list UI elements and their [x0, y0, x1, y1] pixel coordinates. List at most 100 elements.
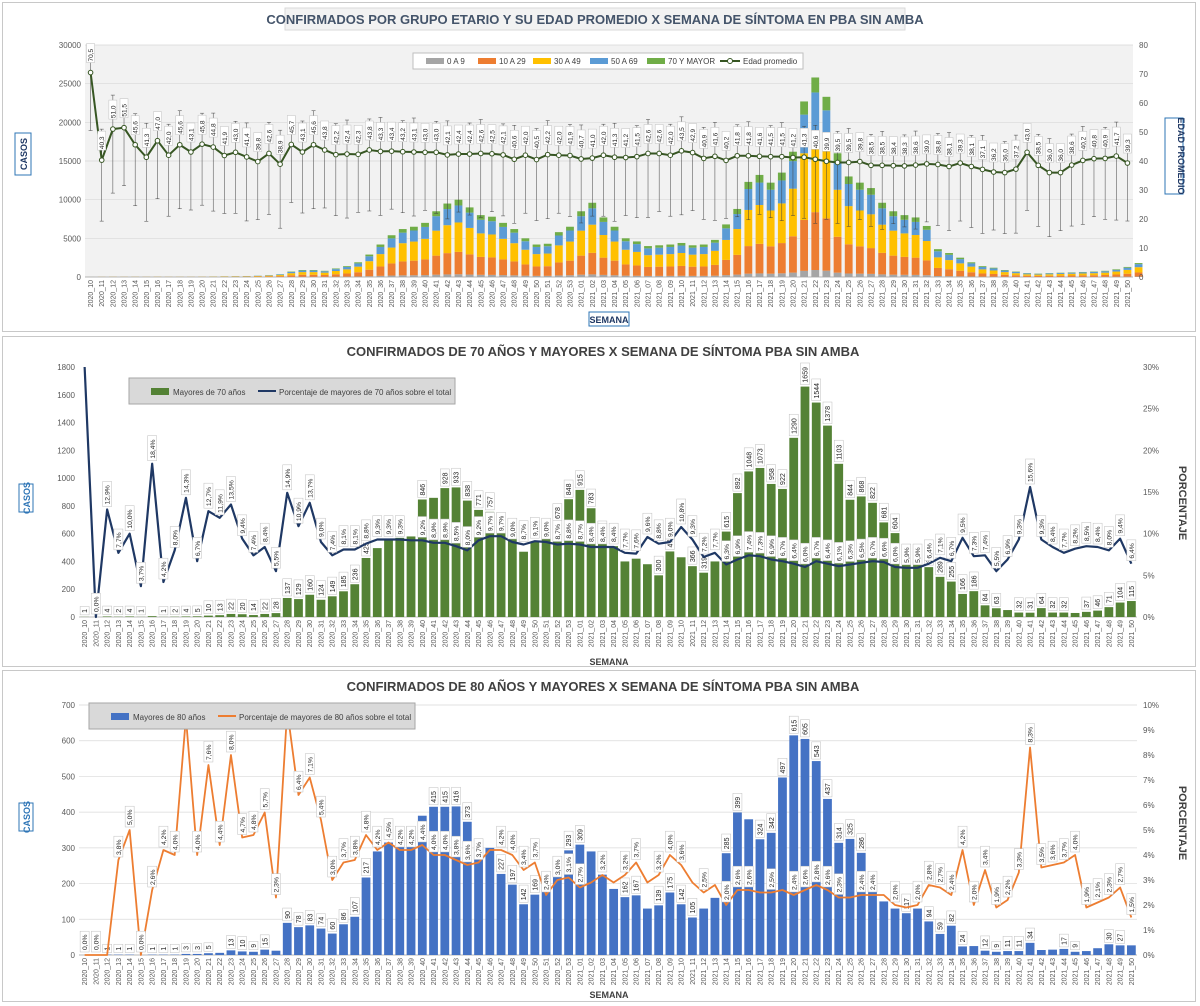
- x-tick-label: 2021_32: [926, 958, 933, 985]
- bar-value-label: 186: [971, 575, 978, 587]
- mean-age-point: [791, 155, 796, 160]
- y-tick-label: 700: [62, 701, 76, 710]
- mean-age-label: 42,0: [668, 131, 675, 144]
- stacked-bar-segment: [1001, 272, 1009, 275]
- percentage-label: 6,9%: [1005, 539, 1012, 555]
- x-tick-label: 2021_03: [601, 280, 608, 307]
- x-tick-label: 2021_08: [656, 620, 663, 647]
- x-tick-label: 2021_34: [949, 620, 956, 647]
- stacked-bar-segment: [510, 233, 518, 244]
- stacked-bar-segment: [332, 271, 340, 274]
- x-tick-label: 2021_04: [611, 620, 618, 647]
- x-tick-label: 2020_27: [273, 620, 280, 647]
- mean-age-label: 43,1: [188, 128, 195, 141]
- stacked-bar-segment: [310, 272, 318, 275]
- y-tick-label: 1000: [57, 474, 75, 483]
- percentage-label: 9,3%: [397, 519, 404, 535]
- bar: [474, 844, 483, 955]
- bar-value-label: 14: [251, 603, 258, 611]
- percentage-label: 8,1%: [352, 529, 359, 545]
- stacked-bar-segment: [834, 237, 842, 273]
- bar-value-label: 30: [1106, 932, 1113, 940]
- percentage-label: 6,0%: [893, 547, 900, 563]
- x-tick-label: 2020_16: [155, 280, 162, 307]
- x-tick-label: 2020_25: [251, 620, 258, 647]
- y-tick-label: 20000: [59, 118, 82, 127]
- stacked-bar-segment: [689, 255, 697, 267]
- x-tick-label: 2021_23: [825, 620, 832, 647]
- bar-value-label: 366: [690, 550, 697, 562]
- x-tick-label: 2020_25: [251, 958, 258, 985]
- x-tick-label: 2020_27: [273, 958, 280, 985]
- percentage-label: 0,0%: [82, 935, 89, 951]
- bar: [283, 923, 292, 955]
- x-tick-label: 2020_16: [150, 958, 157, 985]
- over-80-chart: CONFIRMADOS DE 80 AÑOS Y MAYORES X SEMAN…: [3, 671, 1195, 1001]
- bar-value-label: 325: [848, 823, 855, 835]
- x-tick-label: 2021_22: [814, 958, 821, 985]
- mean-age-label: 41,6: [757, 132, 764, 145]
- percentage-label: 3,7%: [139, 566, 146, 582]
- mean-age-point: [445, 153, 450, 158]
- x-tick-label: 2021_47: [1091, 280, 1098, 307]
- stacked-bar-segment: [700, 245, 708, 247]
- percentage-label: 8,4%: [589, 527, 596, 543]
- bar-value-label: 22: [229, 602, 236, 610]
- stacked-bar-segment: [443, 253, 451, 274]
- stacked-bar-segment: [711, 240, 719, 243]
- mean-age-label: 41,3: [802, 133, 809, 146]
- percentage-label: 6,3%: [724, 544, 731, 560]
- y-tick-label: 300: [62, 844, 76, 853]
- percentage-label: 2,5%: [769, 872, 776, 888]
- stacked-bar-segment: [588, 274, 596, 277]
- percentage-label: 6,7%: [949, 541, 956, 557]
- bar: [902, 913, 911, 955]
- bar-value-label: 64: [1039, 596, 1046, 604]
- mean-age-label: 42,6: [266, 129, 273, 142]
- percentage-label: 14,3%: [184, 474, 191, 493]
- bar-value-label: 4: [184, 608, 191, 612]
- stacked-bar-segment: [1090, 275, 1098, 277]
- stacked-bar-segment: [834, 273, 842, 277]
- x-tick-label: 2020_53: [566, 620, 573, 647]
- bar-value-label: 1: [161, 609, 168, 613]
- stacked-bar-segment: [588, 225, 596, 253]
- percentage-label: 5,4%: [319, 800, 326, 816]
- bar: [609, 546, 618, 617]
- mean-age-point: [980, 167, 985, 172]
- mean-age-label: 42,0: [601, 131, 608, 144]
- bar: [317, 929, 326, 955]
- stacked-bar-segment: [934, 257, 942, 268]
- x-tick-label: 2021_39: [1005, 620, 1012, 647]
- mean-age-point: [612, 155, 617, 160]
- x-tick-label: 2020_50: [532, 620, 539, 647]
- bar-value-label: 3: [184, 946, 191, 950]
- percentage-label: 12,9%: [105, 485, 112, 504]
- bar: [632, 895, 641, 955]
- stacked-bar-segment: [956, 263, 964, 270]
- mean-age-point: [657, 151, 662, 156]
- y-tick-label: 0: [71, 951, 76, 960]
- bar-value-label: 928: [442, 472, 449, 484]
- stacked-bar-segment: [1012, 273, 1020, 275]
- mean-age-label: 37,1: [980, 145, 987, 158]
- x-tick-label: 2020_42: [442, 958, 449, 985]
- mean-age-label: 45,6: [177, 121, 184, 134]
- bar-value-label: 9: [994, 944, 1001, 948]
- mean-age-point: [144, 155, 149, 160]
- stacked-bar-segment: [979, 273, 987, 276]
- bar: [350, 584, 359, 617]
- stacked-bar-segment: [410, 242, 418, 261]
- mean-age-label: 38,9: [278, 140, 285, 153]
- stacked-bar-segment: [443, 225, 451, 253]
- x-tick-label: 2021_20: [791, 620, 798, 647]
- y2-tick-label: 30%: [1143, 363, 1159, 372]
- stacked-bar-segment: [488, 257, 496, 274]
- x-tick-label: 2020_15: [138, 620, 145, 647]
- x-tick-label: 2020_48: [510, 958, 517, 985]
- x-tick-label: 2021_39: [1005, 958, 1012, 985]
- mean-age-point: [244, 155, 249, 160]
- stacked-bar-segment: [332, 268, 340, 269]
- percentage-label: 3,7%: [1061, 842, 1068, 858]
- stacked-bar-segment: [733, 275, 741, 277]
